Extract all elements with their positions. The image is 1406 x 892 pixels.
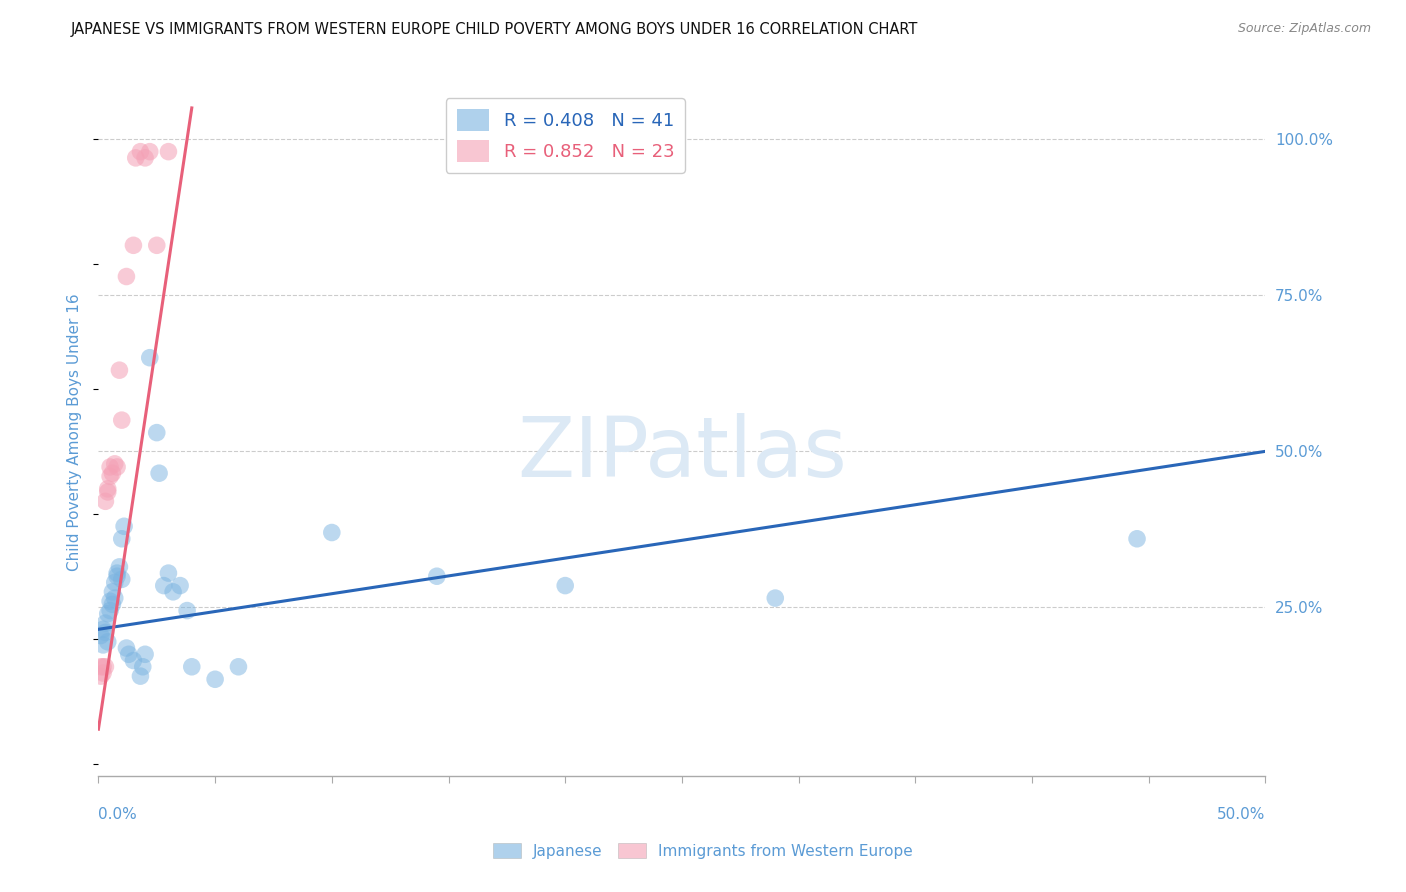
Point [101,466,124,480]
Point [125,151,148,165]
Point [91,660,114,674]
Point [94,615,117,630]
Legend: R = 0.408   N = 41, R = 0.852   N = 23: R = 0.408 N = 41, R = 0.852 N = 23 [446,98,685,173]
Point [129,145,152,159]
Text: ZIPatlas: ZIPatlas [517,413,846,494]
Point [146,238,169,252]
Point [176,603,198,617]
Point [98,460,121,475]
Point [101,585,124,599]
Point [104,575,127,590]
Point [111,532,134,546]
Point [180,660,202,674]
Point [228,660,250,674]
Point [157,145,180,159]
Point [98,594,121,608]
Point [98,603,121,617]
Point [105,569,128,583]
Point [162,585,184,599]
Point [134,648,156,662]
Point [169,579,191,593]
Point [111,573,134,587]
Point [90,660,112,674]
Point [146,425,169,440]
Point [122,653,145,667]
Point [97,635,120,649]
Point [97,485,120,500]
Point [1126,532,1149,546]
Point [105,460,128,475]
Y-axis label: Child Poverty Among Boys Under 16: Child Poverty Among Boys Under 16 [67,293,83,572]
Point [139,145,162,159]
Point [101,598,124,612]
Point [104,591,127,606]
Legend: Japanese, Immigrants from Western Europe: Japanese, Immigrants from Western Europe [488,837,918,864]
Point [90,628,112,642]
Point [105,566,128,581]
Point [148,466,170,480]
Point [118,648,141,662]
Point [108,560,131,574]
Point [94,660,117,674]
Point [122,238,145,252]
Point [321,525,343,540]
Point [426,569,449,583]
Point [134,151,156,165]
Point [152,579,174,593]
Point [91,638,114,652]
Point [112,519,135,533]
Point [115,640,138,655]
Point [98,469,121,483]
Point [763,591,786,606]
Point [91,665,114,680]
Point [554,579,576,593]
Point [90,669,112,683]
Point [115,269,138,284]
Text: JAPANESE VS IMMIGRANTS FROM WESTERN EUROPE CHILD POVERTY AMONG BOYS UNDER 16 COR: JAPANESE VS IMMIGRANTS FROM WESTERN EURO… [70,22,918,37]
Point [111,413,134,427]
Point [97,482,120,496]
Point [157,566,180,581]
Point [108,363,131,377]
Point [104,457,127,471]
Point [94,494,117,508]
Text: 50.0%: 50.0% [1218,807,1265,822]
Point [204,673,226,687]
Point [132,660,155,674]
Point [91,623,114,637]
Point [97,607,120,621]
Text: Source: ZipAtlas.com: Source: ZipAtlas.com [1237,22,1371,36]
Point [94,625,117,640]
Point [139,351,162,365]
Text: 0.0%: 0.0% [98,807,138,822]
Point [129,669,152,683]
